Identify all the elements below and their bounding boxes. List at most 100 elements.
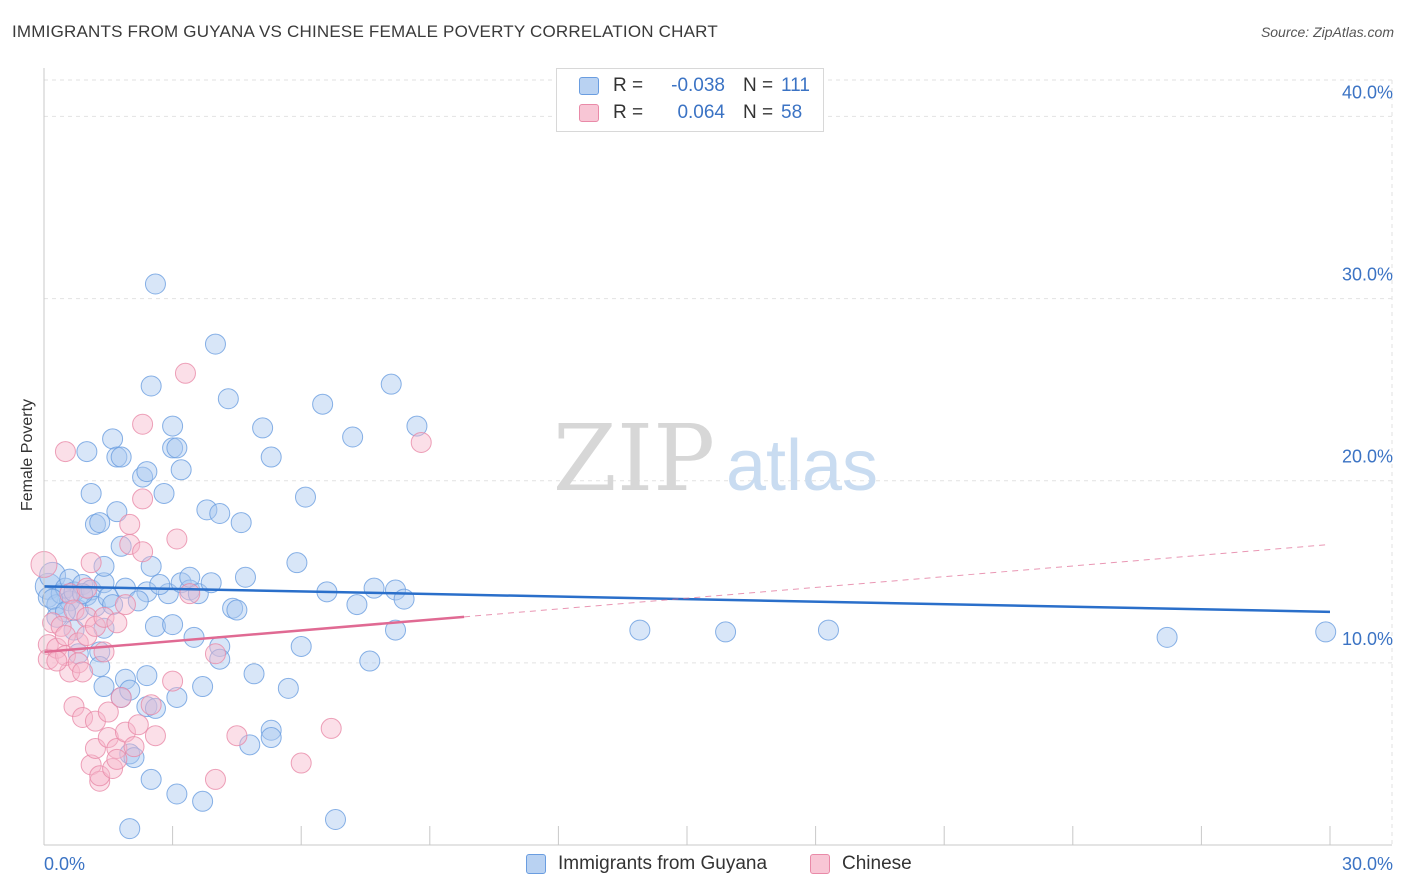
chinese-point bbox=[72, 661, 94, 683]
chinese-point bbox=[204, 768, 226, 790]
source-label: Source: ZipAtlas.com bbox=[1260, 24, 1394, 40]
guyana-point bbox=[119, 818, 141, 840]
legend-swatch-pink bbox=[579, 104, 599, 122]
legend-n-label: N = bbox=[743, 75, 774, 96]
guyana-point bbox=[119, 679, 141, 701]
chinese-point bbox=[97, 727, 119, 749]
bottom-legend-chinese: Chinese bbox=[810, 852, 912, 876]
chinese-point bbox=[144, 725, 166, 747]
guyana-point bbox=[42, 588, 64, 610]
guyana-point bbox=[715, 621, 737, 643]
chinese-point bbox=[179, 583, 201, 605]
y-tick-label: 30.0% bbox=[1342, 265, 1393, 285]
y-tick-label: 40.0% bbox=[1342, 82, 1393, 102]
guyana-point bbox=[114, 668, 136, 690]
chinese-point bbox=[80, 754, 102, 776]
guyana-point bbox=[162, 415, 184, 437]
chinese-point bbox=[106, 748, 128, 770]
guyana-point bbox=[192, 790, 214, 812]
guyana-point bbox=[230, 512, 252, 534]
guyana-point bbox=[170, 459, 192, 481]
guyana-point bbox=[629, 619, 651, 641]
guyana-point bbox=[162, 614, 184, 636]
guyana-point bbox=[127, 590, 149, 612]
chinese-point bbox=[114, 594, 136, 616]
guyana-point bbox=[359, 650, 381, 672]
guyana-point bbox=[363, 577, 385, 599]
guyana-point bbox=[1315, 621, 1337, 643]
guyana-point bbox=[166, 437, 188, 459]
guyana-point bbox=[294, 486, 316, 508]
guyana-point bbox=[346, 594, 368, 616]
guyana-point bbox=[140, 375, 162, 397]
guyana-point bbox=[385, 579, 407, 601]
chinese-trend-extension bbox=[464, 543, 1331, 618]
chinese-point bbox=[59, 583, 81, 605]
guyana-point bbox=[76, 441, 98, 463]
x-tick-label: 0.0% bbox=[44, 854, 85, 874]
chinese-point bbox=[320, 717, 342, 739]
guyana-point bbox=[136, 581, 158, 603]
chinese-point bbox=[37, 634, 59, 656]
guyana-point bbox=[166, 783, 188, 805]
guyana-point bbox=[166, 686, 188, 708]
points-layer bbox=[30, 273, 1337, 840]
guyana-point bbox=[162, 437, 184, 459]
chinese-point bbox=[204, 643, 226, 665]
guyana-point bbox=[324, 809, 346, 830]
chinese-point bbox=[132, 488, 154, 510]
chinese-point bbox=[132, 541, 154, 563]
guyana-point bbox=[260, 446, 282, 468]
correlation-legend: R = -0.038 N = 111 R = 0.064 N = 58 bbox=[556, 68, 824, 132]
grid-layer bbox=[44, 79, 1393, 845]
guyana-trend-line bbox=[43, 585, 1331, 614]
bottom-legend-guyana: Immigrants from Guyana bbox=[526, 852, 767, 876]
chinese-point bbox=[84, 615, 106, 637]
guyana-point bbox=[290, 635, 312, 657]
chinese-point bbox=[140, 694, 162, 716]
chinese-point bbox=[89, 765, 111, 787]
guyana-point bbox=[93, 676, 115, 698]
chinese-point bbox=[63, 696, 85, 718]
legend-row-guyana: R = -0.038 N = 111 bbox=[579, 74, 810, 98]
guyana-point bbox=[393, 588, 415, 610]
legend-n-value: 58 bbox=[781, 102, 803, 123]
watermark-zip: ZIP bbox=[553, 405, 715, 512]
legend-n-label: N = bbox=[743, 102, 774, 123]
guyana-point bbox=[144, 273, 166, 295]
guyana-point bbox=[1156, 626, 1178, 648]
guyana-point bbox=[59, 568, 81, 590]
guyana-point bbox=[93, 555, 115, 577]
chinese-point bbox=[106, 612, 128, 634]
chinese-point bbox=[72, 707, 94, 728]
chinese-point bbox=[166, 528, 188, 550]
legend-row-chinese: R = 0.064 N = 58 bbox=[579, 101, 802, 125]
guyana-point bbox=[234, 566, 256, 588]
guyana-point bbox=[102, 428, 124, 450]
chinese-point bbox=[76, 625, 98, 647]
chinese-point bbox=[93, 641, 115, 663]
guyana-point bbox=[342, 426, 364, 448]
bottom-legend-swatch-pink bbox=[810, 854, 830, 874]
guyana-point bbox=[106, 501, 128, 523]
guyana-point bbox=[136, 665, 158, 687]
guyana-point bbox=[192, 676, 214, 698]
chinese-point bbox=[54, 441, 76, 463]
chinese-point bbox=[63, 599, 85, 621]
chinese-point bbox=[410, 431, 432, 453]
guyana-point bbox=[277, 677, 299, 699]
guyana-point bbox=[243, 663, 265, 685]
guyana-point bbox=[106, 446, 128, 468]
chinese-point bbox=[97, 701, 119, 723]
chinese-point bbox=[132, 413, 154, 435]
chinese-point bbox=[162, 670, 184, 692]
chinese-point bbox=[106, 737, 128, 759]
guyana-point bbox=[140, 768, 162, 790]
guyana-point bbox=[406, 415, 428, 437]
guyana-point bbox=[110, 535, 132, 557]
legend-r-value: -0.038 bbox=[671, 75, 725, 96]
chinese-point bbox=[46, 650, 68, 672]
guyana-point bbox=[89, 512, 111, 534]
chinese-point bbox=[290, 752, 312, 774]
